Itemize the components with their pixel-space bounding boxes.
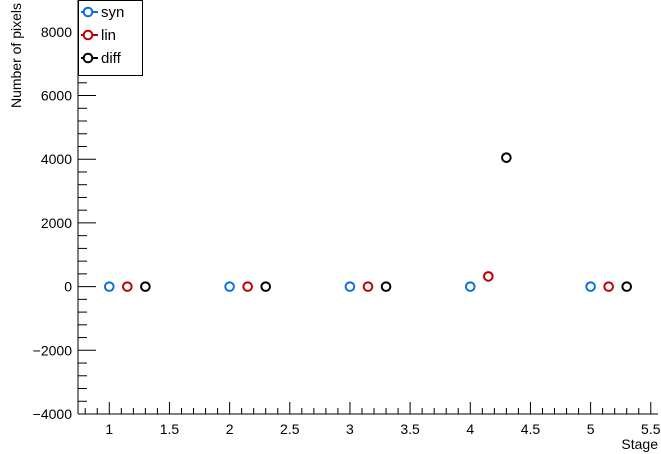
point-diff (380, 281, 392, 292)
point-diff (260, 281, 272, 292)
y-tick-label: 8000 (41, 24, 72, 40)
x-axis-title: Stage (621, 436, 658, 452)
legend-marker-syn (82, 6, 94, 18)
y-axis-title: Number of pixels (8, 3, 24, 108)
point-lin (242, 281, 253, 292)
point-syn (585, 281, 596, 292)
legend-label-syn: syn (101, 4, 124, 21)
x-tick-label: 5.5 (641, 421, 661, 437)
x-tick-label: 3.5 (400, 421, 420, 437)
point-lin (483, 271, 494, 282)
x-tick-label: 4 (466, 421, 474, 437)
point-diff (621, 281, 633, 292)
tick-labels: 1 1.5 2 2.5 3 3.5 4 4.5 5 5.5 −4000 −2000 0 2000 4000 6… (33, 24, 661, 437)
x-tick-label: 5 (587, 421, 595, 437)
legend-label-lin: lin (101, 27, 116, 44)
x-tick-label: 3 (346, 421, 354, 437)
point-lin (603, 281, 614, 292)
point-lin (122, 281, 133, 292)
point-diff (501, 152, 512, 163)
y-tick-label: −2000 (33, 342, 73, 358)
x-tick-label: 1.5 (160, 421, 180, 437)
y-tick-label: 0 (64, 279, 72, 295)
point-lin (362, 281, 374, 292)
y-tick-label: −4000 (33, 406, 73, 422)
legend-label-diff: diff (101, 50, 122, 67)
x-tick-label: 2 (226, 421, 234, 437)
x-tick-label: 2.5 (280, 421, 300, 437)
x-tick-label: 1 (105, 421, 113, 437)
legend: syn lin diff (78, 0, 143, 76)
data-points (103, 152, 633, 292)
point-syn (344, 281, 356, 292)
point-diff (140, 281, 151, 292)
x-tick-label: 4.5 (521, 421, 541, 437)
y-tick-label: 4000 (41, 151, 72, 167)
axes (77, 0, 658, 415)
legend-marker-diff (82, 52, 94, 64)
y-tick-label: 2000 (41, 215, 72, 231)
point-syn (464, 281, 476, 292)
legend-marker-lin (82, 29, 94, 41)
point-syn (224, 281, 235, 292)
point-syn (103, 281, 115, 292)
tick-marks (78, 5, 652, 415)
y-tick-label: 6000 (41, 88, 72, 104)
